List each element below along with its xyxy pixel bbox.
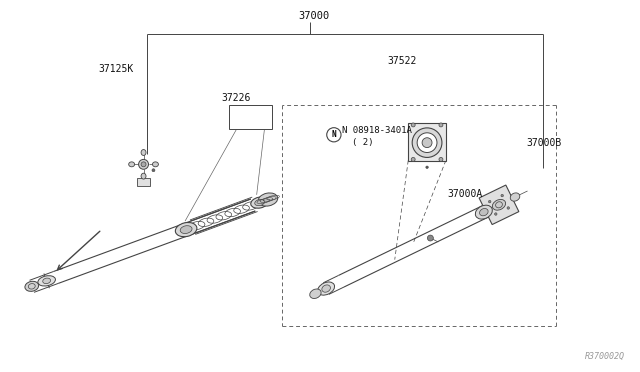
Bar [136,178,150,186]
Text: 37125K: 37125K [98,64,133,74]
Circle shape [327,128,341,142]
Text: 37226: 37226 [221,93,250,103]
Ellipse shape [412,157,415,161]
Ellipse shape [175,222,197,237]
Ellipse shape [255,199,264,206]
Bar [228,105,273,129]
Ellipse shape [139,160,148,169]
Ellipse shape [439,157,443,161]
Ellipse shape [141,162,146,167]
Ellipse shape [439,123,443,127]
Ellipse shape [510,193,520,201]
Text: ( 2): ( 2) [352,138,373,147]
Ellipse shape [180,226,192,234]
Ellipse shape [38,276,56,286]
Ellipse shape [417,133,437,153]
Ellipse shape [428,235,433,241]
Ellipse shape [492,199,506,210]
Ellipse shape [258,193,278,206]
Ellipse shape [152,162,159,167]
Ellipse shape [495,213,497,215]
Polygon shape [479,185,519,225]
Ellipse shape [412,123,415,127]
Ellipse shape [412,128,442,157]
Ellipse shape [479,208,488,216]
Ellipse shape [322,285,330,292]
Ellipse shape [129,162,134,167]
Text: 37522: 37522 [387,56,417,66]
Ellipse shape [426,166,428,169]
Text: R370002Q: R370002Q [586,352,625,361]
Ellipse shape [141,173,146,179]
Ellipse shape [488,201,491,203]
Polygon shape [408,123,446,161]
Ellipse shape [141,150,146,155]
Ellipse shape [501,194,504,197]
Ellipse shape [25,281,38,291]
Text: N 08918-3401A: N 08918-3401A [342,126,412,135]
Ellipse shape [507,207,509,209]
Text: 37000A: 37000A [447,189,482,199]
Text: N: N [332,130,336,139]
Ellipse shape [317,282,335,295]
Ellipse shape [310,289,321,298]
Ellipse shape [152,169,155,172]
Ellipse shape [476,205,492,219]
Ellipse shape [251,197,268,208]
Ellipse shape [43,278,51,283]
Text: 37000: 37000 [298,12,330,22]
Text: 37000B: 37000B [526,138,561,148]
Ellipse shape [422,138,432,148]
